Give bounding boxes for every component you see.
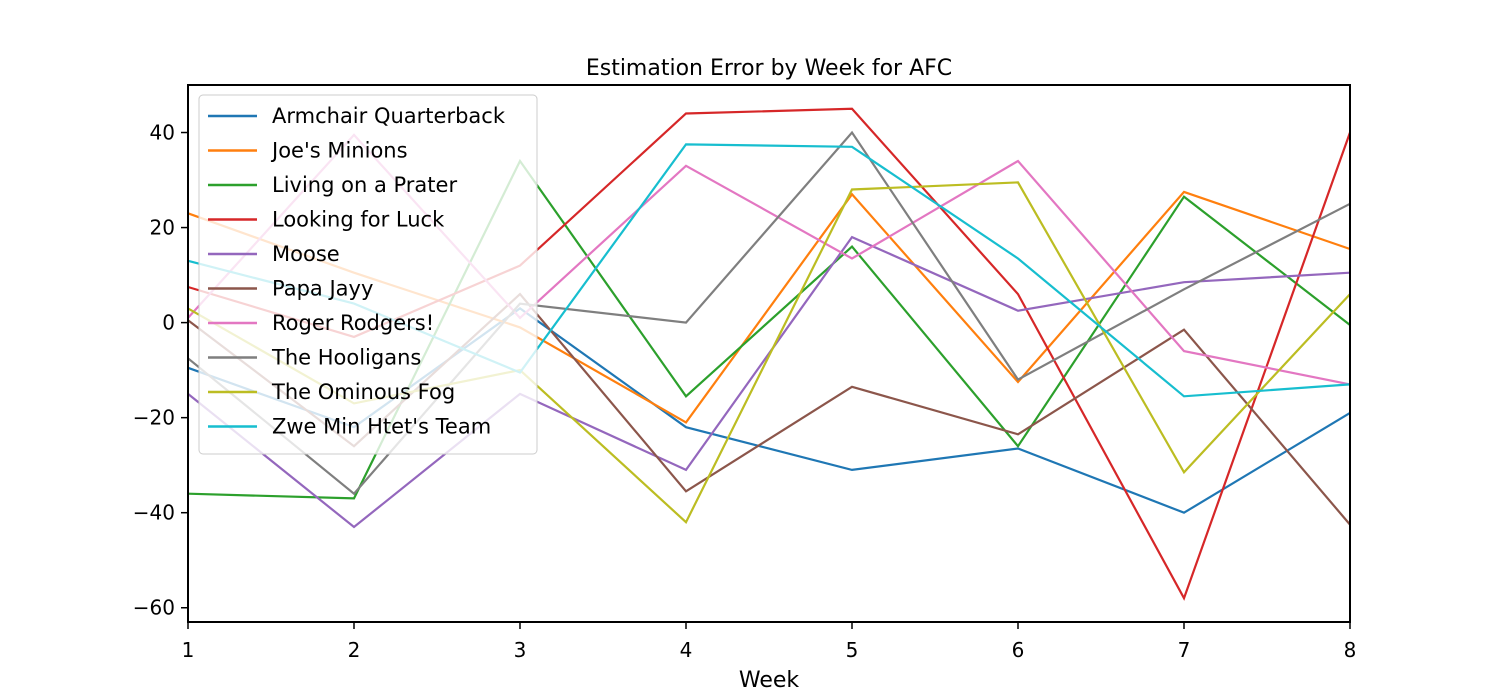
x-tick-label: 4 (680, 638, 693, 662)
legend-label: Joe's Minions (270, 139, 408, 163)
legend-label: The Ominous Fog (271, 380, 455, 404)
legend-label: Papa Jayy (272, 277, 373, 301)
x-tick-label: 8 (1344, 638, 1357, 662)
y-tick-label: −40 (133, 501, 175, 525)
y-tick-label: 40 (150, 121, 175, 145)
x-axis-ticks: 1 2 3 4 5 6 7 8 (182, 622, 1357, 662)
legend: Armchair Quarterback Joe's Minions Living … (198, 94, 538, 455)
legend-label: The Hooligans (271, 346, 421, 370)
series-line-8 (187, 130, 1351, 496)
legend-label: Zwe Min Htet's Team (272, 415, 491, 439)
x-tick-label: 2 (348, 638, 361, 662)
legend-label: Living on a Prater (272, 173, 457, 197)
x-tick-label: 3 (514, 638, 527, 662)
plot-frame (187, 84, 1351, 623)
chart-title: Estimation Error by Week for AFC (586, 56, 952, 81)
legend-label: Looking for Luck (272, 208, 445, 232)
legend-label: Roger Rodgers! (272, 311, 434, 335)
x-axis-label: Week (739, 668, 800, 693)
legend-box (198, 94, 538, 455)
y-axis-ticks: −60 −40 −20 0 20 40 (133, 121, 188, 620)
x-tick-label: 1 (182, 638, 195, 662)
y-tick-label: 20 (150, 216, 175, 240)
x-tick-label: 6 (1012, 638, 1025, 662)
y-tick-label: −20 (133, 406, 175, 430)
y-tick-label: −60 (133, 596, 175, 620)
x-tick-label: 7 (1178, 638, 1191, 662)
y-tick-label: 0 (162, 311, 175, 335)
legend-label: Armchair Quarterback (272, 104, 506, 128)
legend-label: Moose (272, 242, 340, 266)
x-tick-label: 5 (846, 638, 859, 662)
